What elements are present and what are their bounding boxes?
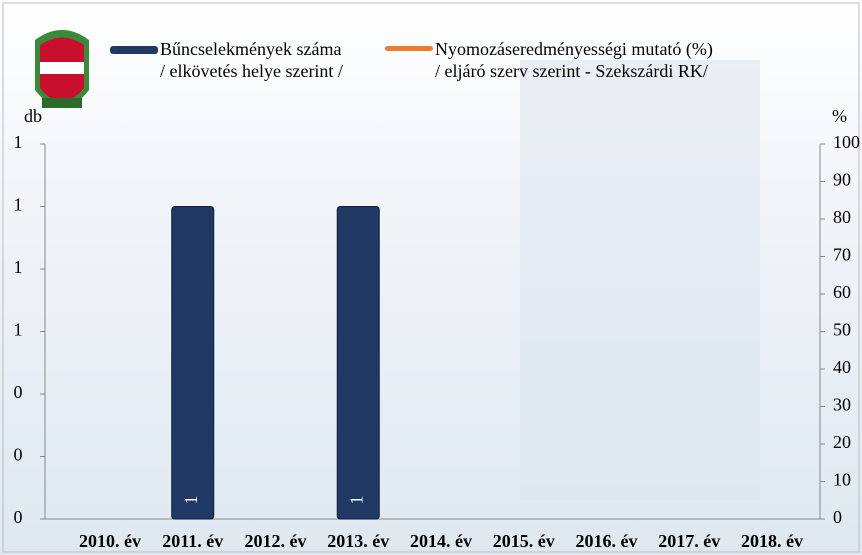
x-tick-label: 2018. év bbox=[741, 531, 803, 551]
x-tick-label: 2012. év bbox=[244, 531, 306, 551]
x-tick-label: 2016. év bbox=[576, 531, 638, 551]
police-logo bbox=[35, 30, 89, 108]
data-label: 1 bbox=[346, 496, 366, 505]
y2-tick-label: 60 bbox=[833, 282, 851, 302]
x-tick-label: 2011. év bbox=[162, 531, 223, 551]
y-tick-label: 1 bbox=[14, 132, 23, 152]
y2-tick-label: 90 bbox=[833, 170, 851, 190]
bar bbox=[336, 206, 380, 520]
y2-axis-label: % bbox=[832, 106, 847, 126]
y-axis-label: db bbox=[24, 106, 42, 126]
y2-tick-label: 40 bbox=[833, 357, 851, 377]
y2-tick-label: 0 bbox=[833, 507, 842, 527]
y-tick-label: 0 bbox=[14, 382, 23, 402]
y-tick-label: 1 bbox=[14, 195, 23, 215]
legend-label: Nyomozáseredményességi mutató (%) / eljá… bbox=[435, 39, 713, 81]
legend-label: Bűncselekmények száma / elkövetés helye … bbox=[160, 39, 343, 81]
y-tick-label: 0 bbox=[14, 507, 23, 527]
y-tick-label: 0 bbox=[14, 445, 23, 465]
y-tick-label: 1 bbox=[14, 320, 23, 340]
x-tick-label: 2013. év bbox=[327, 531, 389, 551]
y2-tick-label: 50 bbox=[833, 320, 851, 340]
y2-tick-label: 10 bbox=[833, 470, 851, 490]
background-building bbox=[520, 60, 760, 500]
y2-tick-label: 70 bbox=[833, 245, 851, 265]
x-tick-label: 2015. év bbox=[493, 531, 555, 551]
y2-tick-label: 20 bbox=[833, 432, 851, 452]
y-tick-label: 1 bbox=[14, 257, 23, 277]
x-tick-label: 2014. év bbox=[410, 531, 472, 551]
x-tick-label: 2010. év bbox=[79, 531, 141, 551]
legend-swatch bbox=[110, 46, 158, 54]
y2-tick-label: 30 bbox=[833, 395, 851, 415]
legend-swatch bbox=[385, 46, 433, 51]
x-tick-label: 2017. év bbox=[658, 531, 720, 551]
data-label: 1 bbox=[181, 496, 201, 505]
y2-tick-label: 100 bbox=[833, 132, 860, 152]
bar bbox=[171, 206, 215, 520]
y2-tick-label: 80 bbox=[833, 207, 851, 227]
